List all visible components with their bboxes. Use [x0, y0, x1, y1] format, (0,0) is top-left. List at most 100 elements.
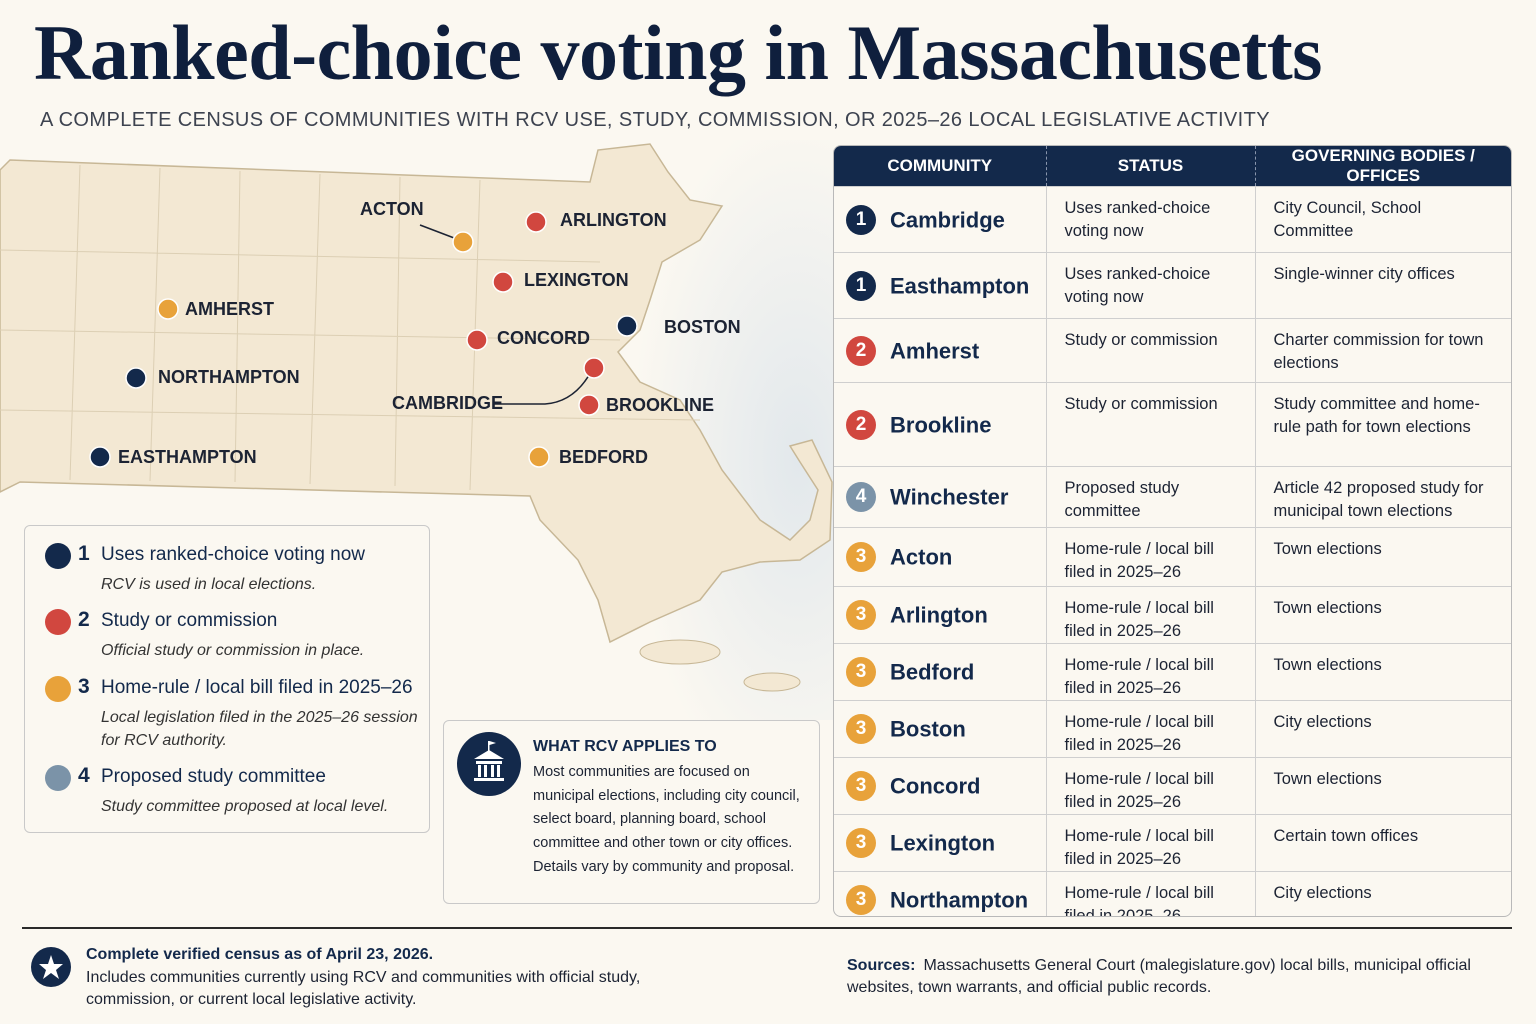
- bodies-text: Study committee and home-rule path for t…: [1273, 395, 1480, 436]
- info-body: Most communities are focused on municipa…: [533, 764, 800, 875]
- community-name: Amherst: [890, 338, 980, 363]
- bodies-cell: Town elections: [1254, 757, 1511, 815]
- legend-swatch: [45, 765, 71, 791]
- map-label: BROOKLINE: [606, 395, 714, 415]
- column-header: STATUS: [1045, 146, 1255, 187]
- legend-swatch: [45, 676, 71, 702]
- status-text: Study or commission: [1064, 331, 1218, 349]
- table-row: 3 Acton Home-rule / local bill filed in 20…: [834, 527, 1511, 587]
- community-cell: 3 Lexington: [834, 814, 1046, 872]
- community-name: Concord: [890, 773, 981, 799]
- map-marker: [492, 271, 514, 293]
- title: Ranked-choice voting in Massachusetts: [34, 9, 1323, 96]
- community-name: Brookline: [890, 412, 992, 437]
- status-text: Uses ranked-choice voting now: [1064, 199, 1211, 240]
- bodies-cell: Single-winner city offices: [1254, 252, 1511, 319]
- status-badge: 3: [846, 657, 876, 687]
- bodies-cell: Town elections: [1254, 643, 1511, 701]
- sources-text: Massachusetts General Court (malegislatu…: [847, 957, 1471, 996]
- column-header: GOVERNING BODIES / OFFICES: [1254, 146, 1511, 187]
- community-name: Easthampton: [890, 273, 1030, 298]
- status-badge: 3: [846, 600, 876, 630]
- bodies-text: Town elections: [1273, 770, 1382, 788]
- bodies-cell: City Council, School Committee: [1254, 186, 1511, 253]
- legend-number: 2: [78, 608, 90, 631]
- footnote-body: Includes communities currently using RCV…: [86, 969, 641, 1008]
- map-marker: [616, 315, 638, 337]
- bodies-text: City elections: [1273, 884, 1372, 902]
- status-badge: 1: [846, 270, 876, 301]
- status-cell: Home-rule / local bill filed in 2025–26: [1045, 527, 1255, 587]
- table-row: 3 Concord Home-rule / local bill filed in …: [834, 757, 1511, 815]
- map-label: LEXINGTON: [524, 270, 629, 290]
- table-row: 4 Winchester Proposed study committee Artic…: [834, 466, 1511, 528]
- legend-label: Study or commission: [101, 610, 278, 631]
- footnote-heading: Complete verified census as of April 23,…: [86, 946, 434, 963]
- bodies-text: Town elections: [1273, 540, 1382, 558]
- legend-description: Local legislation filed in the 2025–26 s…: [101, 709, 418, 749]
- map-marker: [89, 446, 111, 468]
- status-text: Uses ranked-choice voting now: [1064, 265, 1211, 306]
- map-label: ARLINGTON: [560, 210, 667, 230]
- status-cell: Study or commission: [1045, 318, 1255, 383]
- map-label: BEDFORD: [559, 447, 648, 467]
- table: COMMUNITY STATUS GOVERNING BODIES / OFFI…: [833, 145, 1512, 917]
- star-icon: [31, 947, 71, 987]
- bodies-cell: Article 42 proposed study for municipal …: [1254, 466, 1511, 528]
- status-text: Home-rule / local bill filed in 2025–26: [1064, 713, 1214, 754]
- bodies-cell: Certain town offices: [1254, 814, 1511, 872]
- status-badge: 3: [846, 542, 876, 572]
- community-cell: 3 Arlington: [834, 586, 1046, 644]
- status-cell: Home-rule / local bill filed in 2025–26: [1045, 700, 1255, 758]
- legend-label: Proposed study committee: [101, 766, 326, 787]
- icon: [457, 732, 521, 796]
- table-row: 2 Amherst Study or commission Charter commi…: [834, 318, 1511, 383]
- map-marker: [525, 211, 547, 233]
- table-grid: COMMUNITY STATUS GOVERNING BODIES / OFFI…: [834, 146, 1511, 916]
- bodies-cell: Town elections: [1254, 527, 1511, 587]
- table-row: 1 Cambridge Uses ranked-choice voting now C…: [834, 186, 1511, 253]
- community-cell: 3 Concord: [834, 757, 1046, 815]
- status-cell: Home-rule / local bill filed in 2025–26: [1045, 814, 1255, 872]
- status-badge: 3: [846, 771, 876, 801]
- community-cell: 2 Amherst: [834, 318, 1046, 383]
- map-label: AMHERST: [185, 299, 274, 319]
- status-badge: 2: [846, 335, 876, 366]
- bodies-text: City elections: [1273, 713, 1372, 731]
- subtitle: A COMPLETE CENSUS OF COMMUNITIES WITH RC…: [40, 109, 1270, 131]
- map-label: BOSTON: [664, 317, 741, 337]
- legend-label: Home-rule / local bill filed in 2025–26: [101, 677, 413, 698]
- map-label: CONCORD: [497, 328, 590, 348]
- state-outline: [0, 143, 833, 644]
- legend-swatch: [45, 609, 71, 635]
- status-badge: 1: [846, 204, 876, 235]
- info-box: WHAT RCV APPLIES TO Most communities are…: [443, 720, 820, 904]
- status-cell: Home-rule / local bill filed in 2025–26: [1045, 757, 1255, 815]
- bodies-cell: Charter commission for town elections: [1254, 318, 1511, 383]
- status-badge: 3: [846, 714, 876, 744]
- sources: Sources: Massachusetts General Court (mal…: [847, 955, 1487, 999]
- community-cell: 4 Winchester: [834, 466, 1046, 528]
- map-marker: [466, 329, 488, 351]
- community-name: Cambridge: [890, 207, 1005, 232]
- community-cell: 3 Northampton: [834, 871, 1046, 916]
- status-badge: 3: [846, 828, 876, 858]
- community-cell: 1 Easthampton: [834, 252, 1046, 319]
- bodies-cell: City elections: [1254, 700, 1511, 758]
- status-cell: Uses ranked-choice voting now: [1045, 252, 1255, 319]
- status-cell: Uses ranked-choice voting now: [1045, 186, 1255, 253]
- status-text: Home-rule / local bill filed in 2025–26: [1064, 827, 1214, 868]
- map-marker: [157, 298, 179, 320]
- table-row: 1 Easthampton Uses ranked-choice voting no…: [834, 252, 1511, 319]
- status-text: Proposed study committee: [1064, 479, 1180, 520]
- bodies-text: Article 42 proposed study for municipal …: [1273, 479, 1484, 520]
- community-name: Arlington: [890, 602, 988, 628]
- map-marker: [452, 231, 474, 253]
- map-label: CAMBRIDGE: [392, 393, 503, 413]
- column-header: COMMUNITY: [834, 146, 1046, 187]
- bodies-text: City Council, School Committee: [1273, 199, 1422, 240]
- table-row: 3 Arlington Home-rule / local bill filed i…: [834, 586, 1511, 644]
- status-cell: Home-rule / local bill filed in 2025–26: [1045, 586, 1255, 644]
- status-text: Home-rule / local bill filed in 2025–26: [1064, 656, 1214, 697]
